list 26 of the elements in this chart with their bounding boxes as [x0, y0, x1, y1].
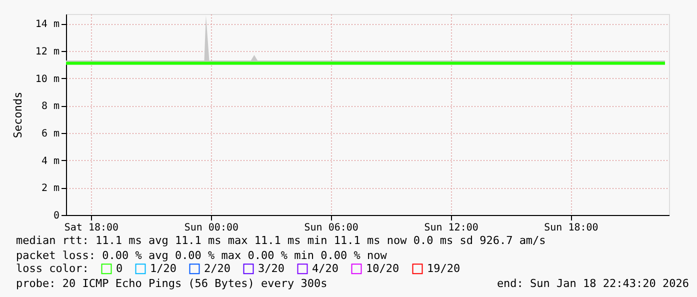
- y-tick-label: 4 m: [41, 156, 60, 167]
- x-tick-label: Sat 18:00: [64, 222, 119, 234]
- y-tick-label: 12 m: [35, 46, 60, 58]
- text: probe: 20 ICMP Echo Pings (56 Bytes) every 300s: [16, 277, 328, 290]
- y-tick-label: 10 m: [35, 74, 60, 85]
- legend-label: 4/20: [312, 262, 338, 275]
- text: packet loss: 0.00 % avg 0.00 % max 0.00 % min 0.00 % now: [16, 249, 388, 262]
- x-tick-label: Sun 12:00: [424, 222, 478, 234]
- y-axis-title: Seconds: [11, 92, 24, 138]
- x-tick-label: Sun 06:00: [304, 222, 358, 234]
- legend-label: 10/20: [366, 262, 400, 275]
- y-tick-label: 0: [53, 210, 60, 222]
- text: end: Sun Jan 18 22:43:20 2026: [496, 277, 689, 290]
- legend-label: 19/20: [427, 262, 460, 275]
- legend-label: 0: [116, 262, 123, 275]
- legend-label: 2/20: [204, 262, 230, 275]
- legend-label: 1/20: [150, 262, 176, 275]
- legend-title: loss color:: [16, 262, 89, 275]
- x-tick-label: Sun 00:00: [184, 222, 239, 234]
- y-tick-label: 2 m: [41, 183, 60, 194]
- y-tick-label: 14 m: [35, 19, 60, 30]
- y-tick-label: 8 m: [41, 101, 60, 112]
- text: median rtt: 11.1 ms avg 11.1 ms max 11.1 ms min 11.1 ms now 0.0 ms sd 926.7 am/s: [16, 234, 546, 247]
- x-tick-label: Sun 18:00: [544, 222, 598, 234]
- y-tick-label: 6 m: [41, 128, 60, 140]
- legend-label: 3/20: [258, 262, 284, 275]
